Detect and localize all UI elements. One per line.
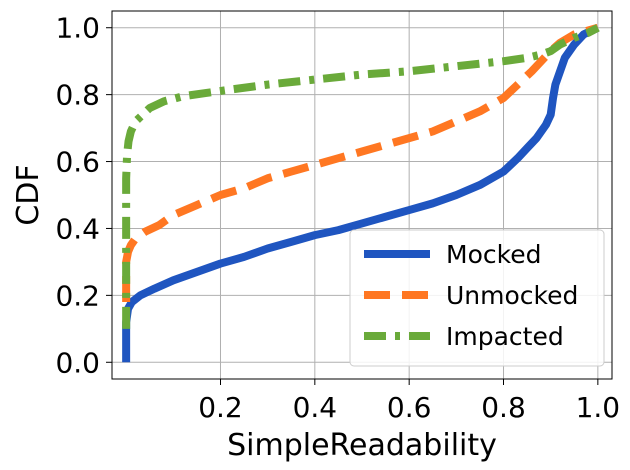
plot-frame xyxy=(111,10,613,380)
y-tick-label: 0.0 xyxy=(55,346,100,379)
y-tick-label: 1.0 xyxy=(55,12,100,45)
legend-label-unmocked: Unmocked xyxy=(446,281,578,310)
y-tick-label: 0.4 xyxy=(55,212,100,245)
x-axis-title: SimpleReadability xyxy=(227,428,497,463)
legend: Mocked Unmocked Impacted xyxy=(349,229,605,367)
legend-label-impacted: Impacted xyxy=(446,322,564,351)
x-tick-label: 0.4 xyxy=(293,391,338,424)
x-tick-label: 0.2 xyxy=(198,391,243,424)
y-tick-label: 0.6 xyxy=(55,146,100,179)
legend-label-mocked: Mocked xyxy=(446,240,541,269)
y-tick-label: 0.2 xyxy=(55,279,100,312)
tick-labels: 0.2 0.4 0.6 0.8 1.0 0.0 0.2 0.4 0.6 0.8 1.0 xyxy=(55,12,620,424)
series-line-mocked xyxy=(122,24,600,363)
series-line-unmocked xyxy=(122,23,599,303)
y-axis-title: CDF xyxy=(11,164,46,225)
x-tick-label: 1.0 xyxy=(576,391,621,424)
x-tick-label: 0.6 xyxy=(387,391,432,424)
series-lines xyxy=(122,23,600,363)
y-tick-label: 0.8 xyxy=(55,79,100,112)
series-line-impacted xyxy=(122,24,600,329)
x-tick-label: 0.8 xyxy=(481,391,526,424)
